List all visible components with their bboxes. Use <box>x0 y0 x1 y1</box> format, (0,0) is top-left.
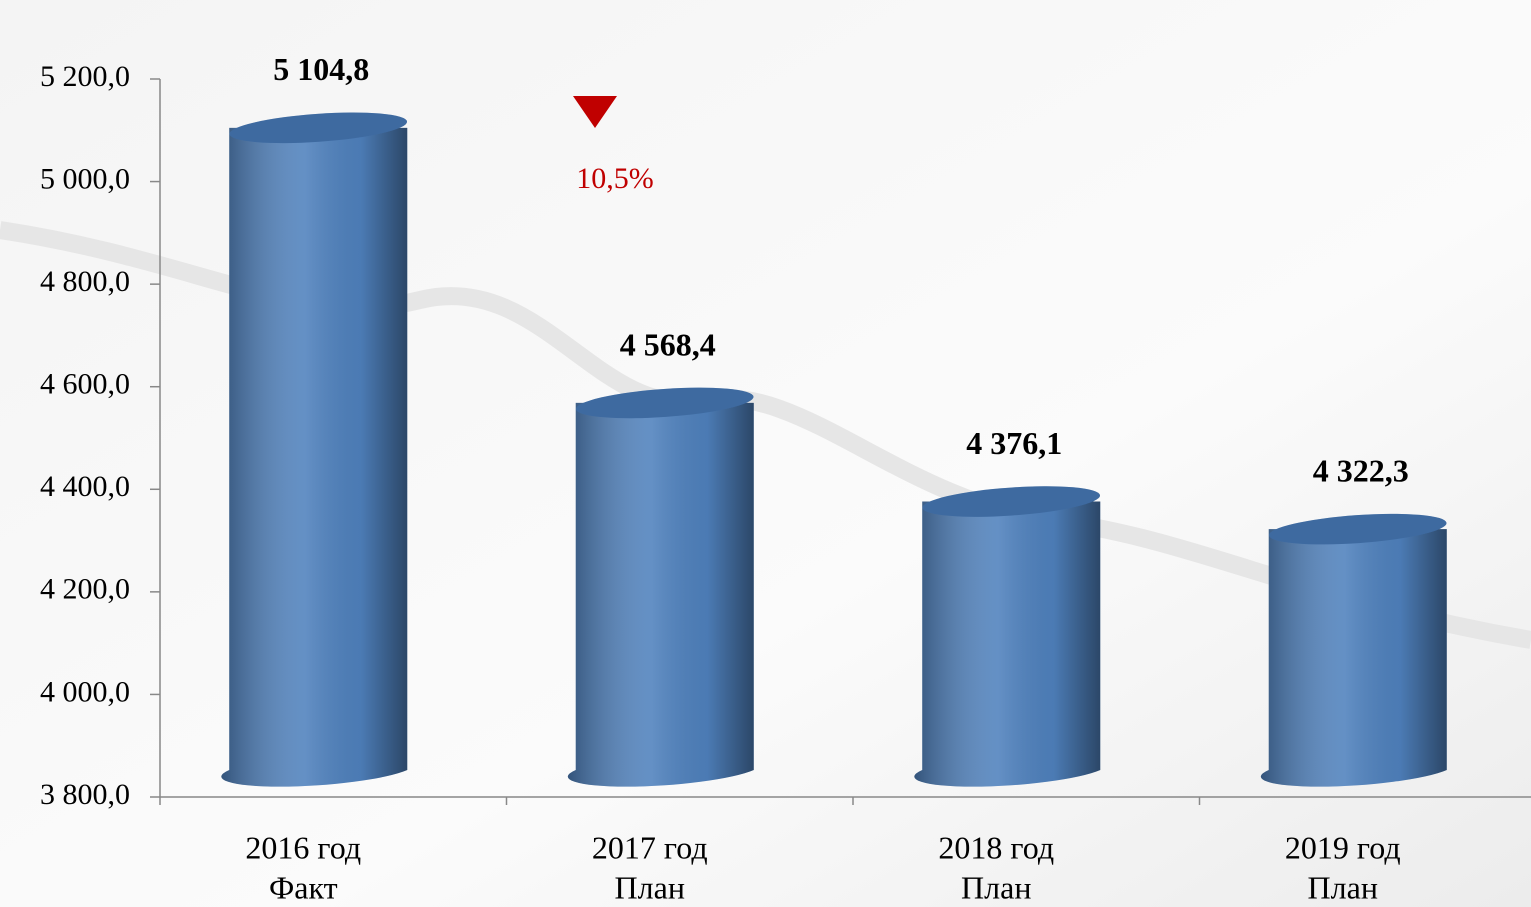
down-arrow <box>573 96 617 128</box>
x-tick-label: План <box>615 869 685 905</box>
value-label: 4 322,3 <box>1313 452 1409 488</box>
y-tick-label: 4 400,0 <box>40 470 130 503</box>
bar-top-shade <box>229 112 408 144</box>
bar-top <box>1268 513 1447 545</box>
value-label: 5 104,8 <box>273 51 369 87</box>
value-label: 4 568,4 <box>620 326 716 362</box>
x-tick-label: 2016 год <box>245 829 361 865</box>
bar-top <box>229 112 408 144</box>
bar-top <box>575 387 754 419</box>
x-tick-label: План <box>1308 869 1378 905</box>
y-tick-label: 4 200,0 <box>40 573 130 606</box>
y-tick-label: 4 600,0 <box>40 368 130 401</box>
y-tick-label: 4 000,0 <box>40 675 130 708</box>
bar-top-shade <box>1268 513 1447 545</box>
bar-shade <box>567 402 754 787</box>
bar-top <box>922 486 1101 517</box>
bar-shade <box>221 127 408 787</box>
value-label: 4 376,1 <box>966 425 1062 461</box>
y-tick-label: 5 000,0 <box>40 162 130 195</box>
bar-top-shade <box>922 486 1101 517</box>
bar-shade <box>1260 529 1447 787</box>
y-tick-label: 4 800,0 <box>40 265 130 298</box>
annotation: 10,5% <box>576 162 654 195</box>
x-tick-label: 2018 год <box>938 829 1054 865</box>
y-tick-label: 3 800,0 <box>40 778 130 811</box>
x-tick-label: План <box>961 869 1031 905</box>
x-tick-label: 2017 год <box>592 829 708 865</box>
y-tick-label: 5 200,0 <box>40 60 130 93</box>
x-tick-label: 2019 год <box>1285 829 1401 865</box>
bar-top-shade <box>575 387 754 419</box>
x-tick-label: Факт <box>269 869 338 905</box>
bar-shade <box>914 501 1101 787</box>
